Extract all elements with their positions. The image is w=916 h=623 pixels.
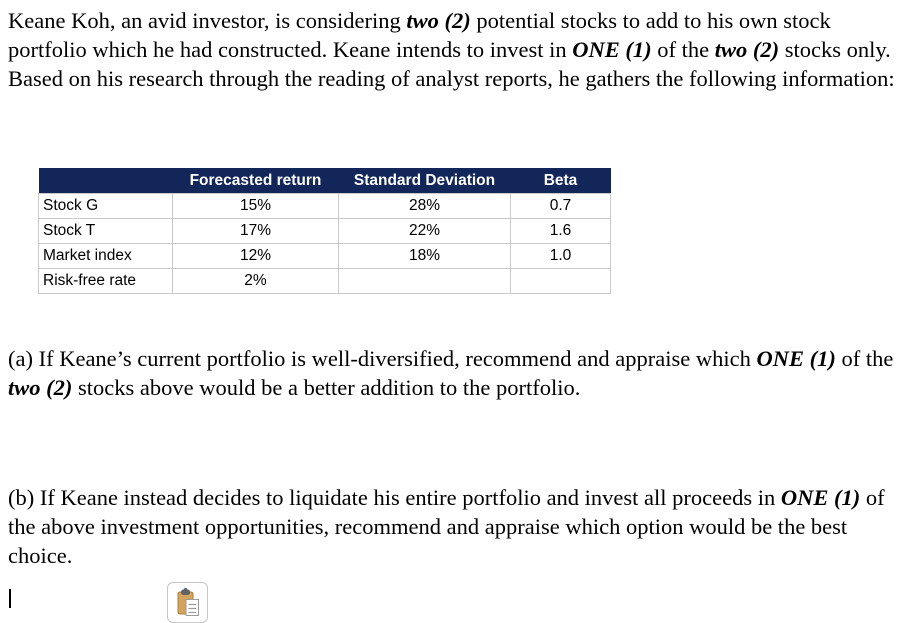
body-text: stocks above would be a better addition …	[72, 375, 581, 400]
body-text: (b) If Keane instead decides to liquidat…	[8, 485, 781, 510]
table-cell: Stock T	[38, 218, 173, 244]
body-text: (a) If Keane’s current portfolio is well…	[8, 346, 757, 371]
table-cell: 2%	[172, 268, 339, 294]
emphasis-text: two (2)	[714, 37, 780, 62]
table-cell: 17%	[172, 218, 339, 244]
table-cell	[338, 268, 511, 294]
emphasis-text: two (2)	[406, 8, 471, 33]
body-text: Keane Koh, an avid investor, is consider…	[8, 8, 407, 33]
table-cell: Stock G	[38, 193, 173, 219]
body-text: of the	[835, 346, 894, 371]
table-cell: 1.0	[510, 243, 611, 269]
clipboard-paste-icon	[171, 586, 204, 619]
table-cell: 22%	[338, 218, 511, 244]
stocks-table-header: Forecasted return Standard Deviation Bet…	[38, 168, 611, 194]
col-header-standard-deviation: Standard Deviation	[338, 168, 511, 194]
body-text: of the above investment opportunities, r…	[8, 485, 885, 568]
table-row: Stock G 15% 28% 0.7	[38, 193, 611, 219]
body-text: stocks only. Based on his research throu…	[8, 37, 895, 91]
table-cell: 12%	[172, 243, 339, 269]
intro-paragraph: Keane Koh, an avid investor, is consider…	[8, 6, 908, 93]
table-row: Stock T 17% 22% 1.6	[38, 218, 611, 244]
table-cell: 15%	[172, 193, 339, 219]
stocks-table: Forecasted return Standard Deviation Bet…	[38, 168, 611, 294]
table-cell: 1.6	[510, 218, 611, 244]
question-b-paragraph: (b) If Keane instead decides to liquidat…	[8, 483, 913, 570]
table-header-row: Forecasted return Standard Deviation Bet…	[38, 168, 611, 194]
table-cell	[510, 268, 611, 294]
table-cell: Risk-free rate	[38, 268, 173, 294]
paste-options-button[interactable]	[167, 582, 208, 623]
stocks-table-body: Stock G 15% 28% 0.7 Stock T 17% 22% 1.6 Market i…	[38, 193, 611, 294]
question-a-paragraph: (a) If Keane’s current portfolio is well…	[8, 344, 913, 402]
text-cursor	[9, 589, 11, 608]
table-cell: Market index	[38, 243, 173, 269]
emphasis-text: ONE (1)	[780, 485, 861, 510]
table-cell: 18%	[338, 243, 511, 269]
table-cell: 0.7	[510, 193, 611, 219]
table-row: Market index 12% 18% 1.0	[38, 243, 611, 269]
table-cell: 28%	[338, 193, 511, 219]
document-page: { "intro": { "segments": [ { "t": "Keane…	[8, 6, 913, 623]
emphasis-text: two (2)	[8, 375, 73, 400]
col-header-forecasted-return: Forecasted return	[172, 168, 339, 194]
col-header-beta: Beta	[510, 168, 611, 194]
emphasis-text: ONE (1)	[572, 37, 652, 62]
col-header-empty	[38, 168, 173, 194]
table-row: Risk-free rate 2%	[38, 268, 611, 294]
body-text: potential stocks to add to his own stock…	[8, 8, 831, 62]
body-text: of the	[651, 37, 715, 62]
emphasis-text: ONE (1)	[756, 346, 836, 371]
